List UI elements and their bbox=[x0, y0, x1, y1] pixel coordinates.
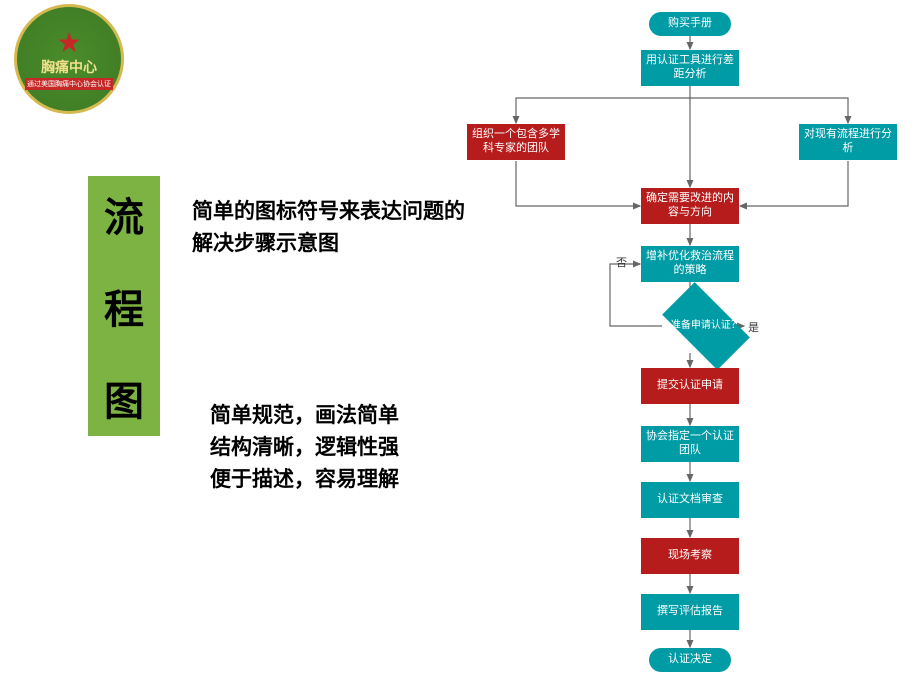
title-char-2: 程 bbox=[104, 277, 144, 335]
node-team: 组织一个包含多学科专家的团队 bbox=[467, 124, 565, 160]
description-line3: 便于描述，容易理解 bbox=[210, 464, 399, 496]
node-start: 购买手册 bbox=[649, 12, 731, 36]
flow-connectors bbox=[460, 6, 900, 684]
hospital-logo: ★ 胸痛中心 通过美国胸痛中心协会认证 bbox=[14, 4, 124, 114]
node-report: 撰写评估报告 bbox=[641, 594, 739, 630]
description-line2: 结构清晰，逻辑性强 bbox=[210, 432, 399, 464]
node-end: 认证决定 bbox=[649, 648, 731, 672]
description-top: 简单的图标符号来表达问题的解决步骤示意图 bbox=[192, 196, 472, 259]
node-determine-improve: 确定需要改进的内容与方向 bbox=[641, 188, 739, 224]
node-site-visit: 现场考察 bbox=[641, 538, 739, 574]
node-optimize: 增补优化救治流程的策略 bbox=[641, 246, 739, 282]
logo-sub-text: 通过美国胸痛中心协会认证 bbox=[25, 78, 113, 90]
title-char-3: 图 bbox=[104, 369, 144, 427]
node-submit: 提交认证申请 bbox=[641, 368, 739, 404]
node-doc-review: 认证文档审查 bbox=[641, 482, 739, 518]
description-line1: 简单规范，画法简单 bbox=[210, 400, 399, 432]
node-gap-analysis: 用认证工具进行差距分析 bbox=[641, 50, 739, 86]
node-assign-team: 协会指定一个认证团队 bbox=[641, 426, 739, 462]
decision-label: 准备申请认证？ bbox=[671, 320, 741, 333]
logo-main-text: 胸痛中心 bbox=[41, 57, 97, 77]
title-char-1: 流 bbox=[104, 185, 144, 243]
node-analyze-process: 对现有流程进行分析 bbox=[799, 124, 897, 160]
flowchart: 购买手册 用认证工具进行差距分析 组织一个包含多学科专家的团队 对现有流程进行分… bbox=[460, 6, 900, 684]
edge-label-no: 否 bbox=[616, 254, 627, 270]
logo-star-icon: ★ bbox=[56, 29, 81, 57]
edge-label-yes: 是 bbox=[748, 319, 759, 335]
page-vertical-title: 流 程 图 bbox=[88, 176, 160, 436]
